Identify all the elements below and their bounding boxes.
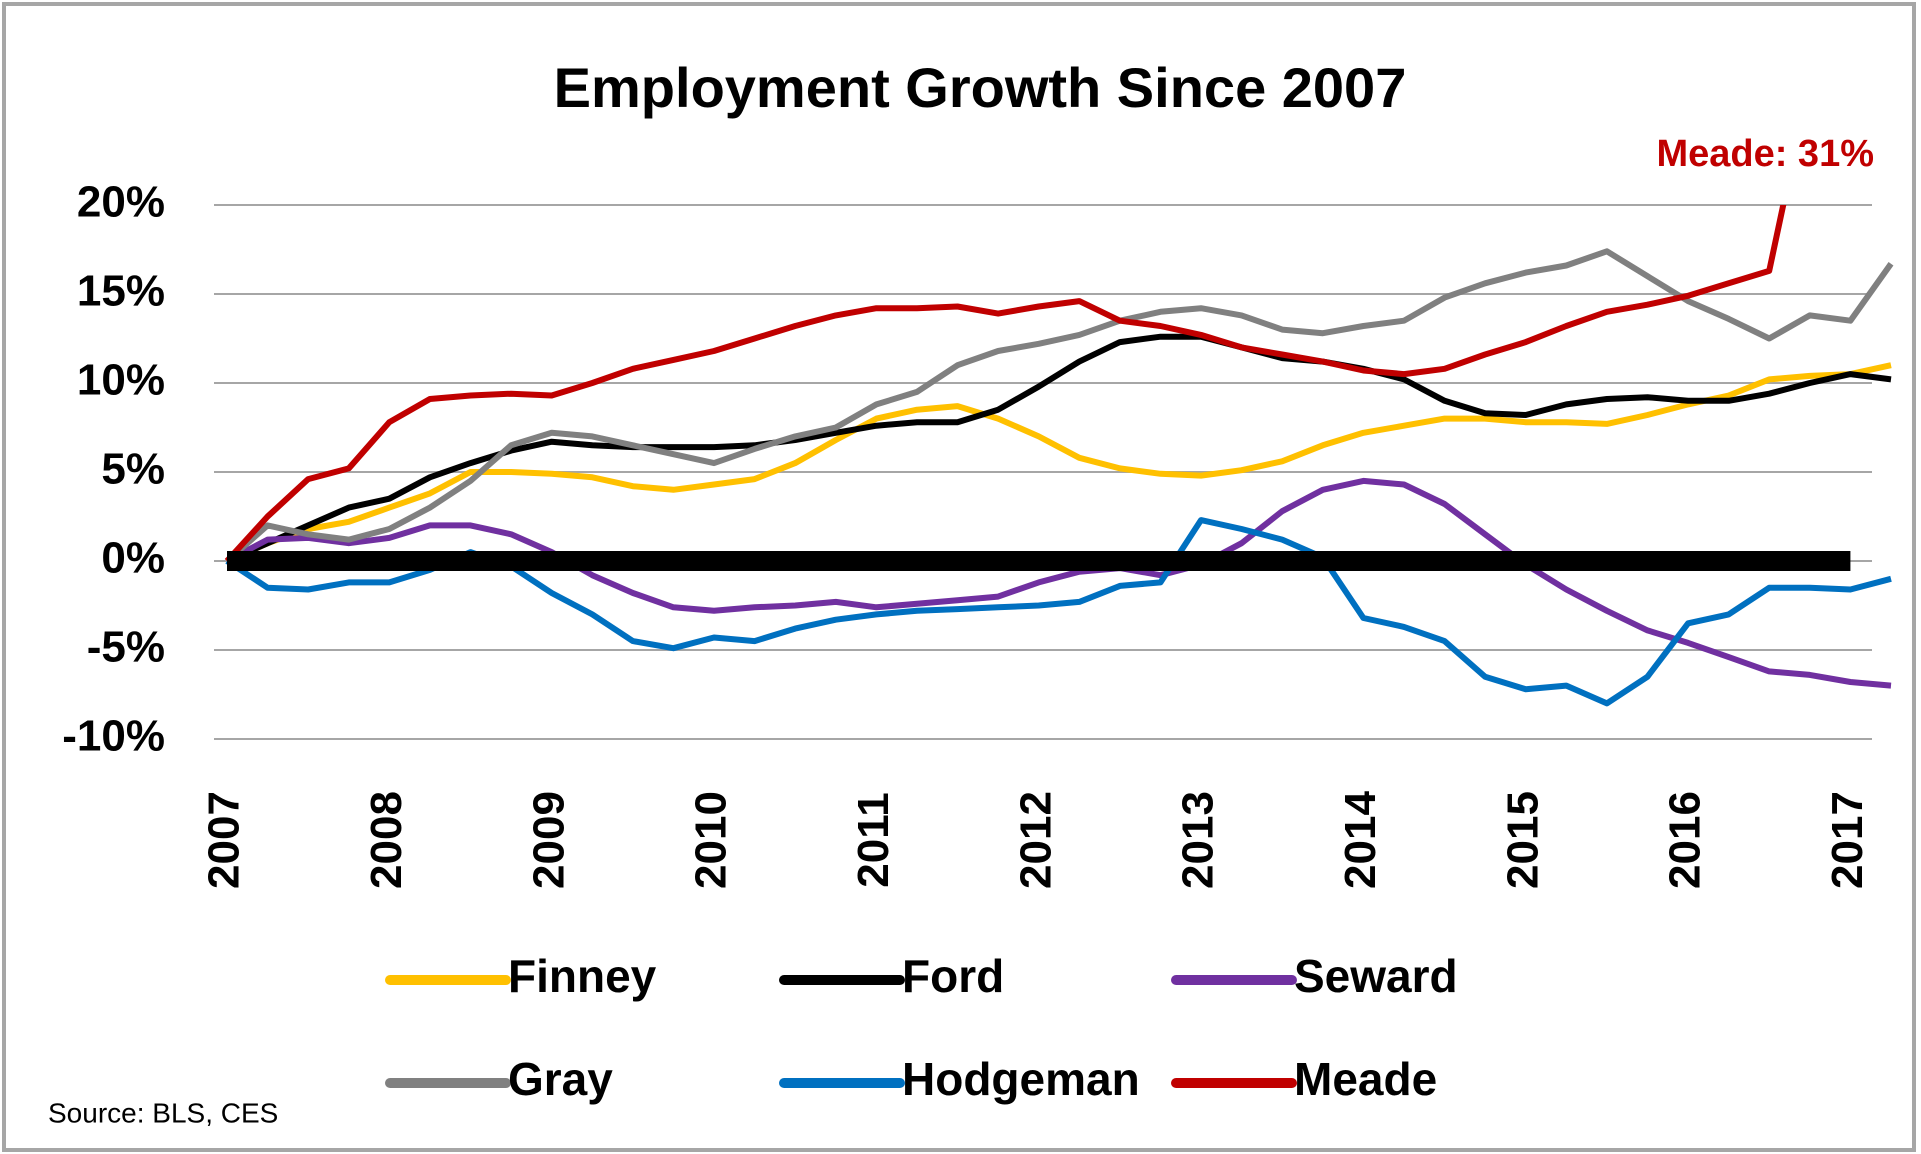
x-tick-label: 2016 xyxy=(1661,791,1710,889)
y-tick-label: 20% xyxy=(77,178,165,227)
chart-title: Employment Growth Since 2007 xyxy=(554,56,1407,119)
x-tick-label: 2012 xyxy=(1011,791,1060,889)
x-tick-label: 2010 xyxy=(687,791,736,889)
legend-label: Hodgeman xyxy=(902,1053,1140,1105)
y-tick-label: -5% xyxy=(87,623,165,672)
x-tick-label: 2008 xyxy=(362,791,411,889)
series-line xyxy=(225,362,1892,564)
x-tick-label: 2007 xyxy=(200,791,249,889)
x-tick-label: 2017 xyxy=(1823,791,1872,889)
legend-label: Seward xyxy=(1294,950,1458,1002)
series-line xyxy=(225,248,1894,564)
x-tick-label: 2013 xyxy=(1174,791,1223,889)
y-tick-label: 15% xyxy=(77,267,165,316)
y-tick-label: 10% xyxy=(77,356,165,405)
x-tick-label: 2014 xyxy=(1336,791,1385,889)
series-line xyxy=(224,205,1787,564)
legend-label: Meade xyxy=(1294,1053,1437,1105)
source: Source: BLS, CES xyxy=(48,1097,278,1128)
y-tick-label: 5% xyxy=(101,445,165,494)
x-tick-label: 2011 xyxy=(849,792,898,887)
plot-lines xyxy=(224,205,1894,707)
y-tick-label: 0% xyxy=(101,534,165,583)
y-tick-label: -10% xyxy=(62,712,165,761)
annotation: Meade: 31% xyxy=(1656,133,1874,175)
series-line xyxy=(225,477,1892,689)
legend-label: Finney xyxy=(508,950,657,1002)
x-tick-label: 2009 xyxy=(524,791,573,889)
legend-label: Gray xyxy=(508,1053,613,1105)
x-tick-label: 2015 xyxy=(1498,791,1547,889)
legend-label: Ford xyxy=(902,950,1004,1002)
